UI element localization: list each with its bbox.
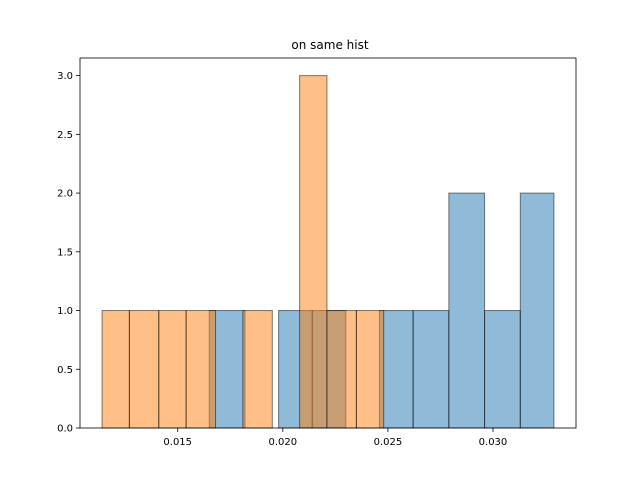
series-1-bars bbox=[101, 75, 385, 429]
histogram-bar bbox=[484, 310, 521, 429]
plot-frame bbox=[79, 57, 577, 429]
chart-title: on same hist bbox=[291, 38, 368, 52]
y-tick-label: 0.0 bbox=[57, 424, 73, 435]
histogram-bar bbox=[378, 310, 414, 429]
y-tick-label: 2.5 bbox=[57, 130, 73, 141]
x-axis: 0.015 0.020 0.025 0.030 bbox=[163, 428, 507, 448]
y-tick-label: 1.0 bbox=[57, 306, 73, 317]
x-tick-label: 0.025 bbox=[374, 437, 403, 448]
histogram-bar bbox=[448, 192, 486, 429]
x-tick-label: 0.020 bbox=[268, 437, 297, 448]
y-tick-label: 3.0 bbox=[57, 71, 73, 82]
histogram-bar bbox=[128, 310, 160, 429]
histogram-bar bbox=[242, 310, 273, 429]
histogram-bar bbox=[185, 310, 217, 429]
y-tick-label: 1.5 bbox=[57, 247, 73, 258]
histogram-bar bbox=[355, 310, 385, 429]
y-tick-label: 0.5 bbox=[57, 365, 73, 376]
y-axis: 0.0 0.5 1.0 1.5 2.0 2.5 3.0 bbox=[57, 71, 80, 435]
histogram-bar bbox=[519, 192, 555, 429]
histogram-bar bbox=[299, 75, 328, 429]
histogram-bar bbox=[101, 310, 130, 429]
histogram-bar bbox=[412, 310, 450, 429]
x-tick-label: 0.015 bbox=[163, 437, 192, 448]
bars-layer bbox=[101, 75, 555, 429]
y-tick-label: 2.0 bbox=[57, 189, 73, 200]
histogram-bar bbox=[326, 310, 357, 429]
histogram-bar bbox=[158, 310, 187, 429]
x-tick-label: 0.030 bbox=[479, 437, 508, 448]
